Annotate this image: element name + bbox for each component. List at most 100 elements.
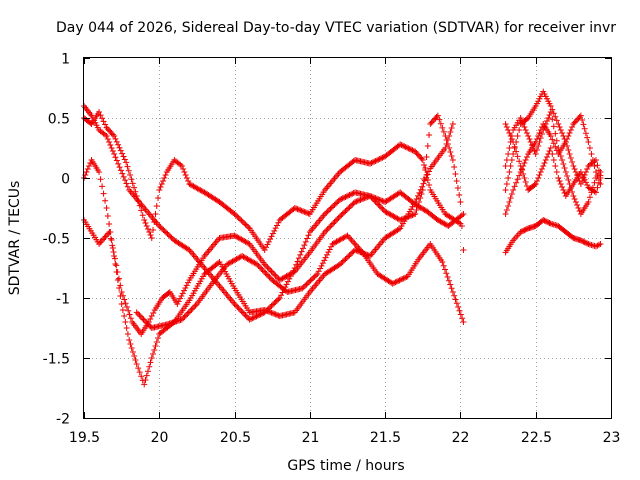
data-point [352, 241, 359, 248]
data-point [521, 124, 528, 130]
data-point [434, 112, 441, 119]
data-point [351, 240, 358, 247]
data-point [106, 127, 113, 134]
data-point [345, 234, 352, 241]
data-point [419, 187, 426, 193]
data-point [245, 224, 252, 231]
data-point [346, 252, 353, 259]
data-point [444, 274, 451, 280]
data-point [146, 322, 153, 329]
data-point [272, 272, 279, 279]
data-point [289, 270, 296, 277]
data-point [522, 179, 529, 185]
data-point [123, 325, 130, 331]
y-axis-label: SDTVAR / TECUs [7, 181, 23, 296]
data-point [542, 218, 549, 225]
data-point [552, 143, 559, 150]
data-point [274, 222, 281, 229]
data-point [581, 125, 588, 132]
data-point [506, 130, 513, 136]
data-point [507, 139, 514, 145]
data-point [521, 227, 528, 234]
data-point [545, 115, 552, 121]
data-point [120, 153, 127, 160]
data-point [426, 182, 433, 188]
data-point [187, 308, 194, 315]
data-point [278, 292, 285, 299]
data-point [164, 230, 171, 237]
data-point [586, 194, 593, 201]
data-point [117, 147, 124, 154]
data-point [128, 176, 135, 183]
data-point [556, 124, 563, 130]
data-point [297, 207, 304, 214]
data-point [342, 208, 349, 215]
data-point [310, 274, 317, 281]
data-point [457, 199, 464, 205]
data-point [258, 265, 265, 272]
data-point [368, 194, 375, 201]
data-point [569, 124, 576, 130]
data-point [113, 262, 120, 269]
data-point [107, 229, 114, 235]
data-point [165, 232, 172, 239]
data-point [514, 133, 521, 139]
data-point [136, 369, 143, 376]
data-point [255, 262, 262, 269]
data-point [342, 193, 349, 200]
data-point [353, 198, 360, 205]
data-point [409, 212, 416, 219]
data-point [412, 148, 419, 155]
data-point [305, 232, 312, 239]
y-tick-label: 0.5 [48, 112, 70, 128]
data-point [324, 226, 331, 233]
data-point [517, 229, 524, 235]
data-point [336, 261, 343, 268]
data-point [569, 189, 576, 195]
data-point [404, 144, 411, 151]
data-point [302, 238, 309, 245]
data-point [460, 211, 467, 217]
data-point [127, 341, 134, 347]
data-point [448, 285, 455, 292]
data-point [124, 331, 131, 337]
data-point [139, 212, 146, 219]
data-point [327, 223, 334, 230]
data-point [110, 249, 117, 255]
data-point [570, 163, 577, 169]
data-point [266, 274, 273, 281]
data-point [395, 226, 402, 233]
data-point [160, 178, 167, 184]
data-point [508, 133, 515, 139]
data-point [540, 217, 547, 223]
data-point [104, 126, 111, 132]
data-point [347, 191, 354, 198]
data-point [161, 175, 168, 181]
data-point [267, 236, 274, 243]
data-point [531, 148, 538, 154]
data-point [570, 193, 577, 199]
data-point [269, 269, 276, 276]
data-point [127, 315, 134, 322]
data-point [535, 175, 542, 181]
data-point [371, 158, 378, 165]
data-point [341, 209, 348, 216]
data-point [566, 151, 573, 157]
data-point [253, 313, 260, 320]
data-point [102, 121, 109, 128]
data-point [413, 195, 420, 202]
data-point [561, 165, 568, 171]
data-point [585, 139, 592, 145]
data-point [242, 221, 249, 228]
data-point [572, 118, 579, 125]
data-point [445, 277, 452, 284]
data-point [521, 160, 528, 166]
data-point [560, 187, 567, 193]
data-point [144, 320, 151, 327]
data-point [83, 169, 90, 175]
data-point [175, 298, 182, 305]
data-point [264, 241, 271, 248]
data-point [571, 166, 578, 172]
data-point [121, 296, 128, 303]
data-point [369, 195, 376, 202]
